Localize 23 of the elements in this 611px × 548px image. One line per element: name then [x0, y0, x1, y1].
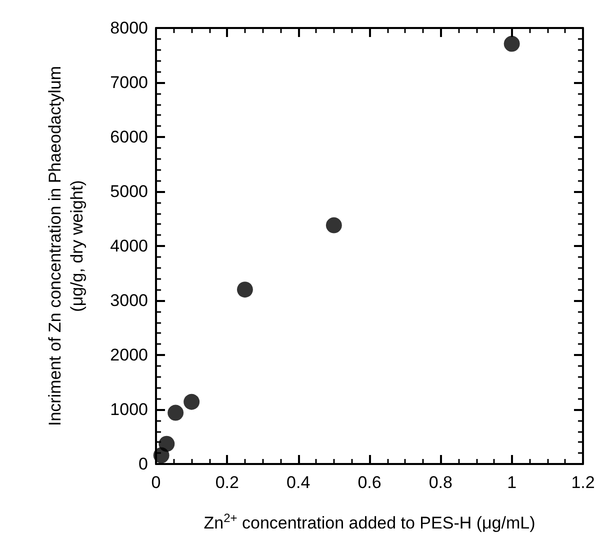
- y-tick-label: 3000: [110, 291, 148, 310]
- point: [236, 282, 253, 298]
- x-tick-label: 1.2: [571, 473, 595, 492]
- y-tick-label: 8000: [110, 18, 148, 38]
- x-tick-label: 0.4: [286, 473, 310, 492]
- x-tick-label: 0.2: [215, 473, 239, 492]
- y-tick-label: 5000: [110, 182, 148, 201]
- point: [158, 436, 175, 452]
- y-tick-label: 7000: [110, 73, 148, 92]
- x-tick-label: 0.8: [428, 473, 452, 492]
- x-tick-label: 1: [507, 473, 517, 492]
- point: [184, 394, 200, 410]
- point: [326, 217, 342, 234]
- point: [168, 404, 184, 421]
- y-tick-label: 2000: [110, 346, 148, 364]
- x-tick-label: 0.6: [358, 473, 382, 492]
- point: [504, 36, 520, 52]
- y-tick-label: 0: [138, 454, 148, 474]
- x-tick-label: 0: [151, 473, 161, 492]
- y-axis-title: Incriment of Zn concentration in Phaeodactylum (μg/g, dry weight): [46, 66, 86, 426]
- y-tick-label: 1000: [110, 400, 148, 419]
- y-tick-label: 6000: [110, 128, 148, 146]
- y-tick-label: 4000: [110, 236, 148, 256]
